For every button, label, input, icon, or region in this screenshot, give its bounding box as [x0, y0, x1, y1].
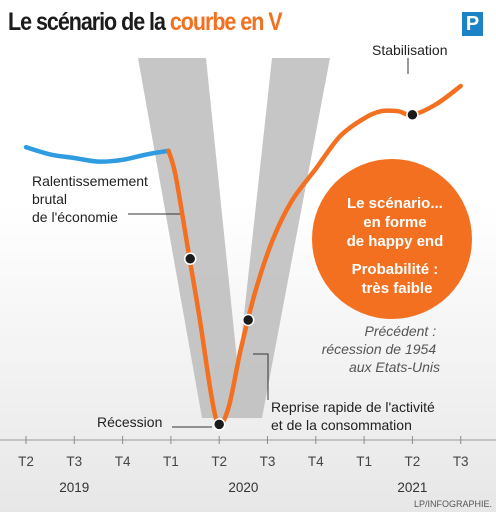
scenario-line-3: de happy end	[347, 233, 444, 250]
precedent-line-3: aux Etats-Unis	[349, 359, 440, 375]
series-line-before	[23, 144, 171, 164]
scenario-line-1: Le scénario...	[347, 195, 443, 212]
year-label-2021: 2021	[397, 480, 427, 495]
x-tick-label-7: T4	[308, 454, 324, 469]
year-label-2019: 2019	[59, 480, 89, 495]
x-tick-label-1: T2	[18, 454, 34, 469]
x-tick-label-6: T3	[260, 454, 276, 469]
x-tick-label-9: T2	[405, 454, 421, 469]
scenario-bubble	[312, 159, 472, 319]
annotation-recovery: Reprise rapide de l'activité et de la co…	[271, 399, 439, 433]
series-line-scenario	[166, 83, 463, 427]
annotation-slowdown: Ralentissemement brutal de l'économie	[32, 173, 152, 225]
title-accent: courbe en V	[169, 8, 283, 36]
precedent-note: Précédent : récession de 1954 aux Etats-…	[322, 323, 440, 375]
precedent-line-2: récession de 1954	[322, 341, 437, 357]
precedent-line-1: Précédent :	[365, 323, 437, 339]
marker-point-2	[212, 418, 226, 431]
leader-line-recovery	[253, 353, 269, 400]
scenario-line-5: très faible	[362, 280, 433, 297]
year-label-2020: 2020	[228, 480, 258, 495]
scenario-line-4: Probabilité :	[352, 261, 439, 278]
annotation-slowdown-line-1: Ralentissemement	[32, 173, 148, 189]
annotation-stabilisation: Stabilisation	[372, 42, 448, 58]
x-tick-label-2: T3	[66, 454, 82, 469]
marker-point-1	[183, 252, 197, 266]
x-tick-label-3: T4	[115, 454, 131, 469]
x-tick-label-4: T1	[163, 454, 179, 469]
annotation-slowdown-line-2: brutal	[32, 191, 67, 207]
annotation-slowdown-line-3: de l'économie	[32, 209, 118, 225]
marker-point-4	[406, 108, 419, 122]
marker-point-3	[241, 313, 255, 327]
x-tick-label-8: T1	[356, 454, 372, 469]
title-prefix: Le scénario de la	[8, 8, 170, 36]
scenario-line-2: en forme	[363, 214, 426, 231]
annotation-recovery-line-1: Reprise rapide de l'activité	[271, 399, 435, 415]
credit-text: LP/INFOGRAPHIE.	[414, 499, 492, 509]
big-v-letter	[138, 58, 330, 418]
scenario-text: Le scénario... en forme de happy end Pro…	[347, 195, 448, 297]
annotation-recession: Récession	[97, 414, 162, 430]
le-parisien-logo: P	[462, 12, 483, 36]
x-tick-label-5: T2	[211, 454, 227, 469]
annotation-recovery-line-2: et de la consommation	[271, 417, 412, 433]
chart-title: Le scénario de la courbe en V	[8, 8, 283, 37]
x-tick-label-10: T3	[453, 454, 469, 469]
